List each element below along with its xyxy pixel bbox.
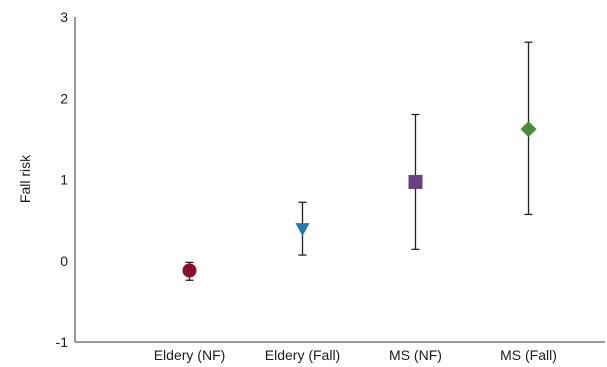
y-tick-label: 2 (60, 90, 68, 106)
y-tick-label: 0 (60, 253, 68, 269)
data-points (182, 41, 537, 281)
x-tick-label: MS (Fall) (500, 347, 557, 363)
x-tick-labels: Eldery (NF) Eldery (Fall) MS (NF) MS (Fall) (154, 347, 557, 363)
y-tick-label: -1 (56, 334, 69, 350)
y-axis-label: Fall risk (17, 154, 33, 203)
data-point-circle (182, 263, 197, 278)
y-tick-labels: -1 0 1 2 3 (56, 9, 69, 350)
y-tick-label: 1 (60, 172, 68, 188)
x-tick-label: MS (NF) (389, 347, 442, 363)
data-point-triangle-down (295, 223, 310, 237)
data-point-diamond (520, 121, 537, 138)
data-point-square (408, 174, 423, 189)
x-tick-label: Eldery (NF) (154, 347, 226, 363)
x-tick-label: Eldery (Fall) (265, 347, 340, 363)
y-tick-label: 3 (60, 9, 68, 25)
